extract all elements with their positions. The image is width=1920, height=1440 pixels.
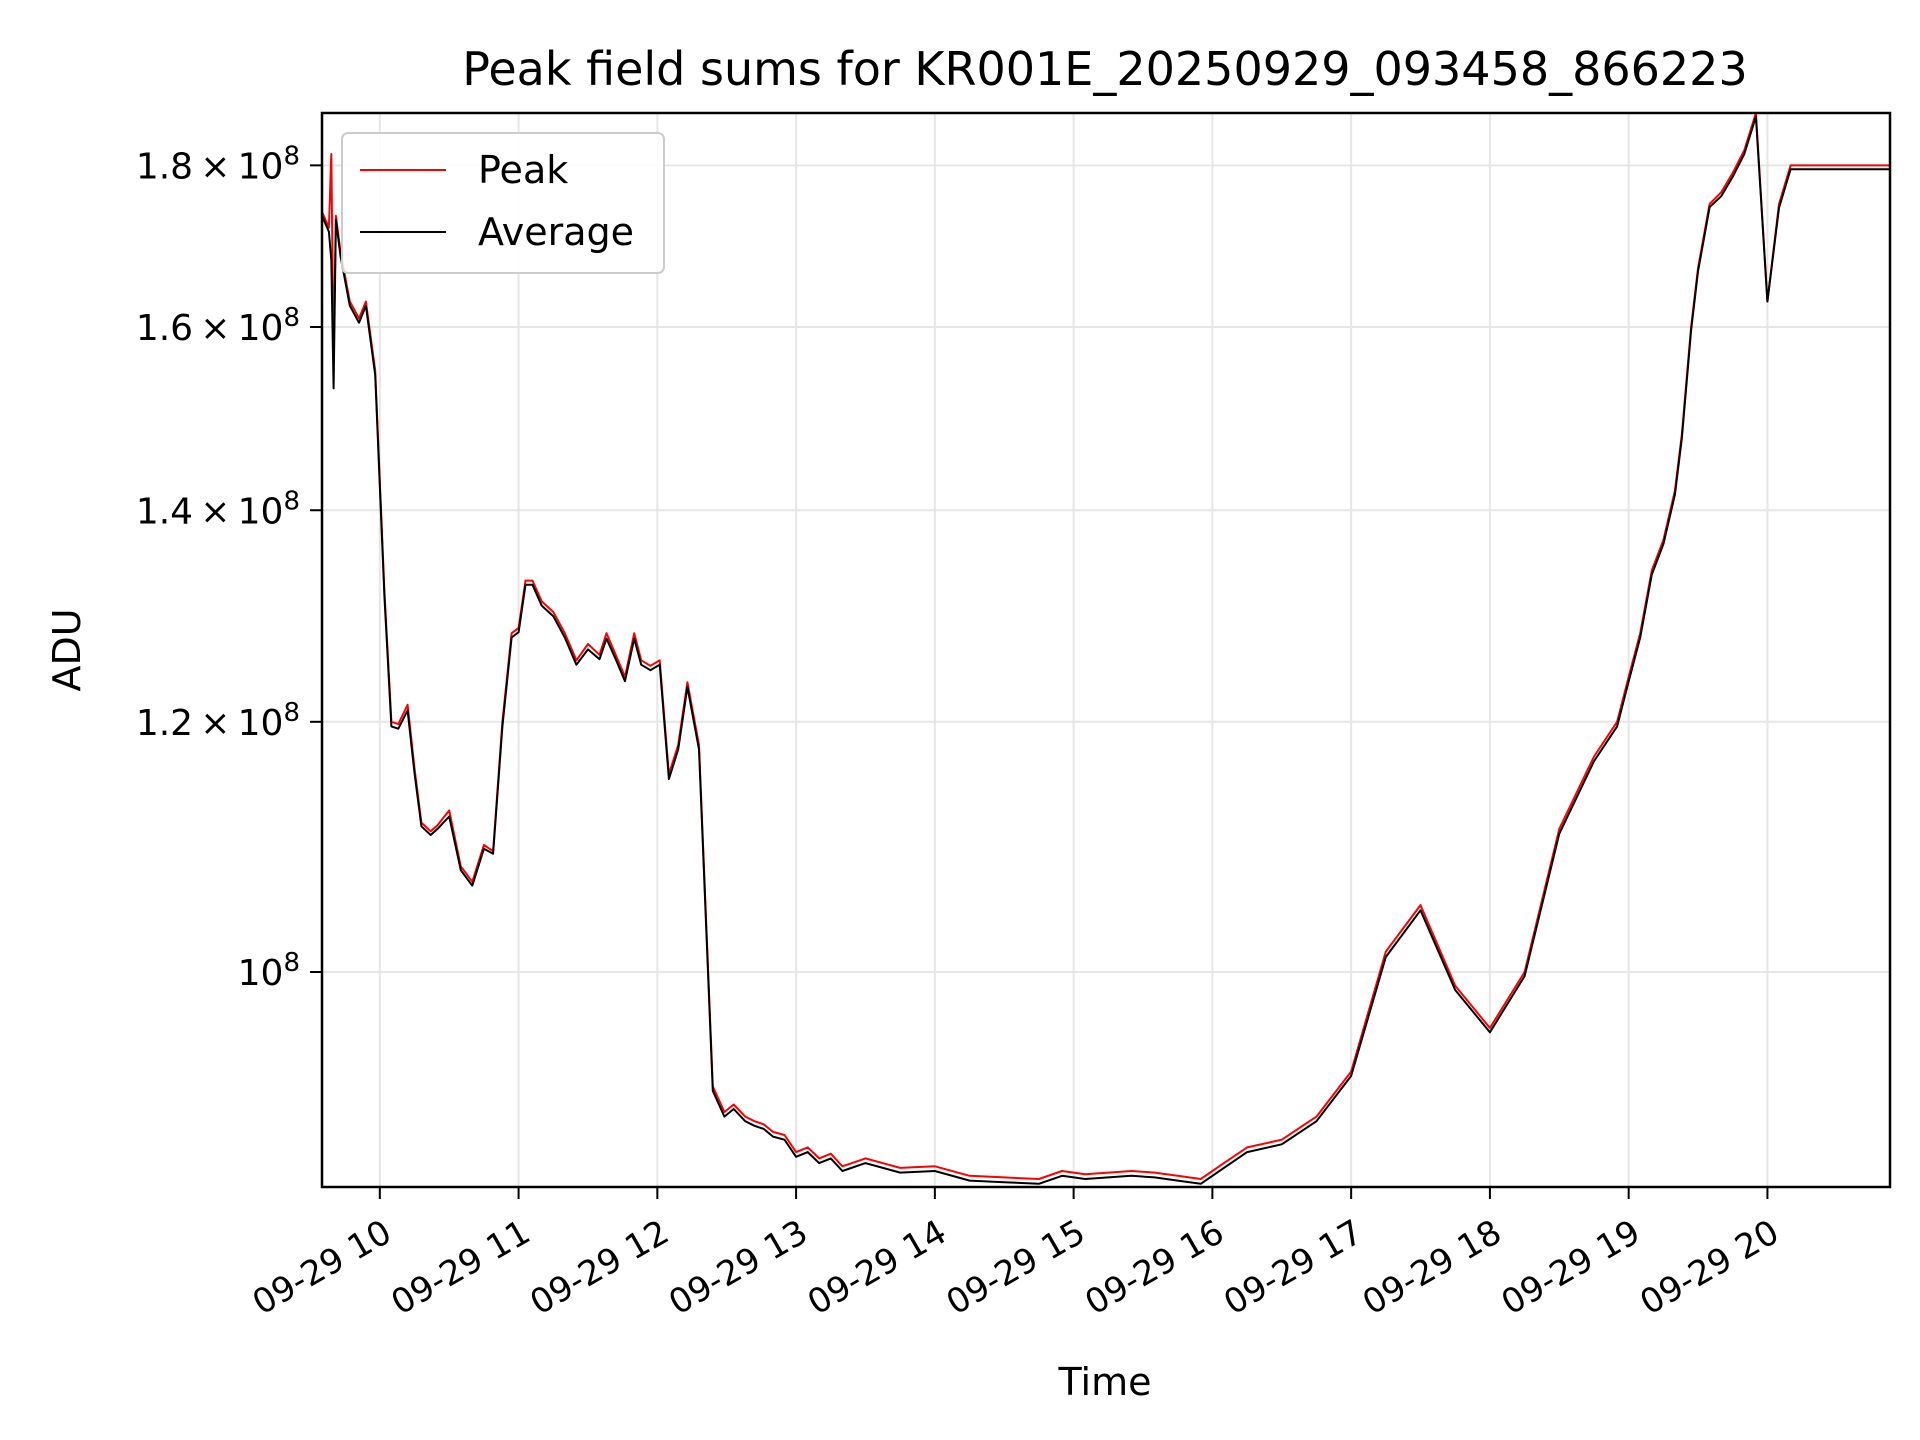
plot-series-group <box>322 113 1890 1185</box>
y-tick-label: 1.2 × 108 <box>136 698 300 744</box>
grid-lines <box>322 113 1890 1187</box>
series-line-average <box>322 115 1890 1185</box>
y-tick-exponent: 8 <box>283 698 300 728</box>
y-tick-label: 1.8 × 108 <box>136 141 300 187</box>
y-tick-base: 10 <box>238 953 284 994</box>
y-tick-times: × <box>193 308 238 349</box>
y-tick-times: × <box>193 146 238 187</box>
y-tick-mantissa: 1.4 <box>136 491 193 532</box>
y-tick-label: 1.6 × 108 <box>136 303 300 349</box>
y-tick-mantissa: 1.2 <box>136 703 193 744</box>
y-axis-label: ADU <box>45 608 89 691</box>
y-tick-times: × <box>193 491 238 532</box>
y-tick-base: 10 <box>238 308 284 349</box>
y-tick-exponent: 8 <box>283 141 300 171</box>
y-tick-label: 1.4 × 108 <box>136 486 300 532</box>
y-tick-label: 108 <box>238 948 300 994</box>
y-tick-times: × <box>193 703 238 744</box>
chart-title: Peak field sums for KR001E_20250929_0934… <box>462 42 1747 96</box>
legend-box <box>341 132 665 274</box>
y-tick-exponent: 8 <box>283 303 300 333</box>
y-tick-exponent: 8 <box>283 486 300 516</box>
y-tick-mantissa: 1.6 <box>136 308 193 349</box>
legend: Peak Average <box>341 132 665 274</box>
legend-label-average: Average <box>478 210 634 254</box>
plot-frame <box>320 111 1892 1189</box>
legend-label-peak: Peak <box>478 148 568 192</box>
y-tick-base: 10 <box>238 146 284 187</box>
y-tick-base: 10 <box>238 703 284 744</box>
y-tick-exponent: 8 <box>283 948 300 978</box>
y-tick-mantissa: 1.8 <box>136 146 193 187</box>
y-tick-base: 10 <box>238 491 284 532</box>
x-axis-label: Time <box>1058 1360 1152 1404</box>
